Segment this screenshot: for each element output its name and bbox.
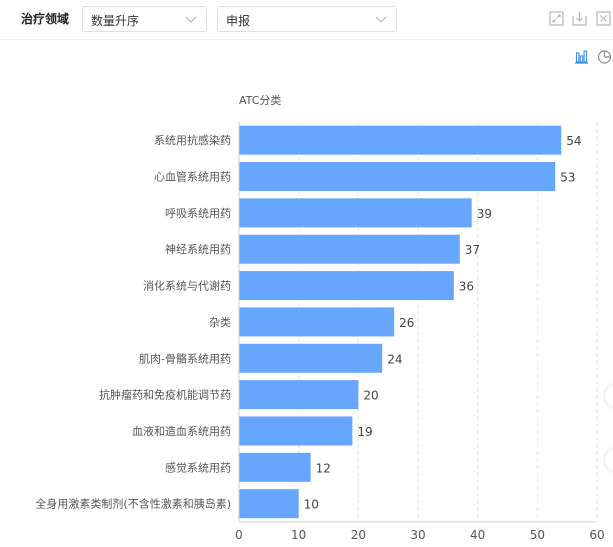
category-label: 血液和造血系统用药 — [132, 424, 231, 438]
x-tick-label: 20 — [351, 528, 366, 542]
chevron-down-icon — [375, 16, 387, 23]
bar — [239, 307, 395, 337]
data-label: 37 — [465, 243, 480, 257]
category-label: 呼吸系统用药 — [165, 207, 231, 220]
close-icon[interactable] — [596, 11, 611, 26]
category-label: 神经系统用药 — [165, 242, 231, 256]
bar-chart-icon[interactable] — [574, 49, 589, 64]
category-label: 心血管系统用药 — [154, 170, 231, 184]
chart-title: ATC分类 — [239, 93, 281, 107]
category-label: 系统用抗感染药 — [154, 133, 231, 147]
data-label: 19 — [357, 425, 372, 439]
bar — [239, 343, 383, 373]
sort-select[interactable]: 数量升序 — [82, 6, 207, 32]
category-label: 杂类 — [209, 315, 231, 329]
bar — [239, 162, 556, 192]
bar — [239, 125, 562, 155]
bar — [239, 198, 472, 228]
fullscreen-icon[interactable] — [549, 11, 564, 26]
x-tick-label: 40 — [470, 528, 485, 542]
sort-select-value: 数量升序 — [91, 14, 140, 28]
pie-chart-icon[interactable] — [597, 49, 612, 64]
bar — [239, 234, 460, 264]
data-label: 20 — [363, 389, 378, 403]
bar — [239, 380, 359, 410]
data-label: 54 — [566, 134, 581, 148]
x-tick-label: 30 — [410, 528, 425, 542]
x-tick-label: 50 — [530, 528, 545, 542]
data-label: 12 — [316, 461, 331, 475]
type-select[interactable]: 申报 — [217, 6, 397, 32]
data-label: 36 — [459, 280, 474, 294]
data-label: 24 — [387, 352, 402, 366]
x-tick-label: 10 — [291, 528, 306, 542]
data-label: 53 — [560, 171, 575, 185]
bar — [239, 416, 353, 446]
download-icon[interactable] — [572, 11, 587, 26]
bar — [239, 271, 454, 301]
chevron-down-icon — [185, 16, 197, 23]
category-label: 消化系统与代谢药 — [143, 279, 231, 293]
x-tick-label: 60 — [589, 528, 604, 542]
side-float-button[interactable] — [605, 449, 613, 471]
category-label: 全身用激素类制剂(不含性激素和胰岛素) — [35, 497, 231, 511]
bar — [239, 489, 299, 519]
category-label: 肌肉-骨骼系统用药 — [139, 351, 231, 365]
panel-title: 治疗领域 — [21, 12, 70, 26]
category-label: 抗肿瘤药和免疫机能调节药 — [99, 388, 231, 402]
data-label: 39 — [477, 207, 492, 221]
side-float-button[interactable] — [605, 385, 613, 407]
x-tick-label: 0 — [235, 528, 243, 542]
data-label: 26 — [399, 316, 414, 330]
data-label: 10 — [304, 498, 319, 512]
type-select-value: 申报 — [226, 14, 251, 28]
toolbar: 治疗领域 数量升序 申报 — [0, 0, 613, 40]
category-label: 感觉系统用药 — [165, 461, 231, 474]
bar — [239, 452, 311, 482]
